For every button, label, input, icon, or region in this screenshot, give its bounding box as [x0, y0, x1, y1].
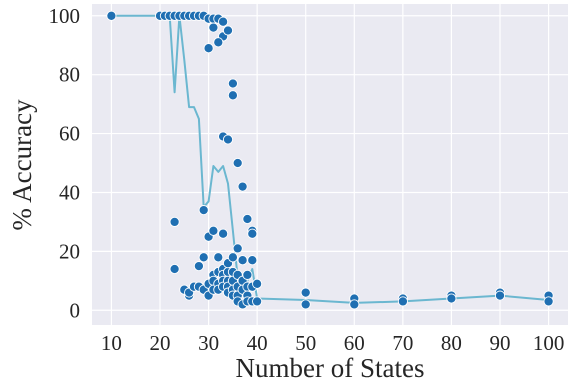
x-tick-label: 10 — [101, 331, 122, 355]
y-tick-label: 80 — [59, 63, 80, 87]
data-point — [169, 216, 180, 227]
data-point — [227, 252, 238, 263]
x-tick-label: 90 — [490, 331, 511, 355]
x-tick-label: 30 — [198, 331, 219, 355]
data-point — [218, 228, 229, 239]
y-tick-label: 100 — [49, 4, 81, 28]
data-point — [222, 134, 234, 145]
data-point — [222, 25, 234, 36]
data-point — [208, 225, 219, 236]
data-point — [543, 296, 554, 307]
x-tick-label: 40 — [247, 331, 268, 355]
data-point — [300, 299, 311, 310]
data-point — [252, 278, 263, 289]
data-point — [213, 252, 224, 263]
data-point — [106, 10, 117, 21]
y-axis-label: % Accuracy — [7, 99, 37, 231]
y-tick-label: 0 — [70, 298, 81, 322]
data-point — [193, 261, 204, 272]
data-point — [203, 43, 214, 54]
data-point — [237, 181, 248, 192]
data-point — [169, 263, 180, 275]
y-tick-label: 40 — [59, 180, 80, 204]
data-point — [198, 252, 209, 263]
data-point — [198, 205, 209, 216]
data-point — [247, 255, 258, 266]
x-tick-label: 60 — [344, 331, 365, 355]
data-point — [232, 157, 243, 169]
x-axis-label: Number of States — [236, 353, 425, 383]
grid-lines — [92, 4, 568, 325]
accuracy-line-series — [111, 14, 549, 304]
x-tick-label: 50 — [295, 331, 316, 355]
data-point — [300, 287, 311, 298]
x-tick-label: 20 — [150, 331, 171, 355]
data-point — [218, 16, 229, 27]
data-point — [349, 299, 360, 310]
data-point — [242, 269, 253, 280]
y-tick-label: 20 — [59, 239, 80, 263]
data-point — [208, 22, 219, 33]
y-tick-labels: 0 20 40 60 80 100 — [49, 4, 81, 322]
data-point — [247, 228, 258, 239]
y-tick-label: 60 — [59, 122, 80, 146]
data-point — [227, 90, 238, 101]
data-point — [446, 293, 457, 304]
data-point — [213, 37, 224, 48]
data-point — [237, 255, 248, 266]
x-tick-labels: 10 20 30 40 50 60 70 80 90 100 — [101, 331, 564, 355]
mean-accuracy-line — [111, 14, 549, 304]
plot-background — [92, 4, 568, 325]
data-point — [494, 290, 506, 301]
data-point — [242, 213, 253, 225]
x-tick-label: 80 — [441, 331, 462, 355]
x-tick-label: 100 — [533, 331, 565, 355]
data-point — [232, 243, 243, 254]
accuracy-scatter-series — [106, 10, 554, 310]
data-point — [227, 78, 238, 89]
x-tick-label: 70 — [392, 331, 413, 355]
data-point — [397, 296, 408, 307]
data-point — [252, 296, 263, 307]
